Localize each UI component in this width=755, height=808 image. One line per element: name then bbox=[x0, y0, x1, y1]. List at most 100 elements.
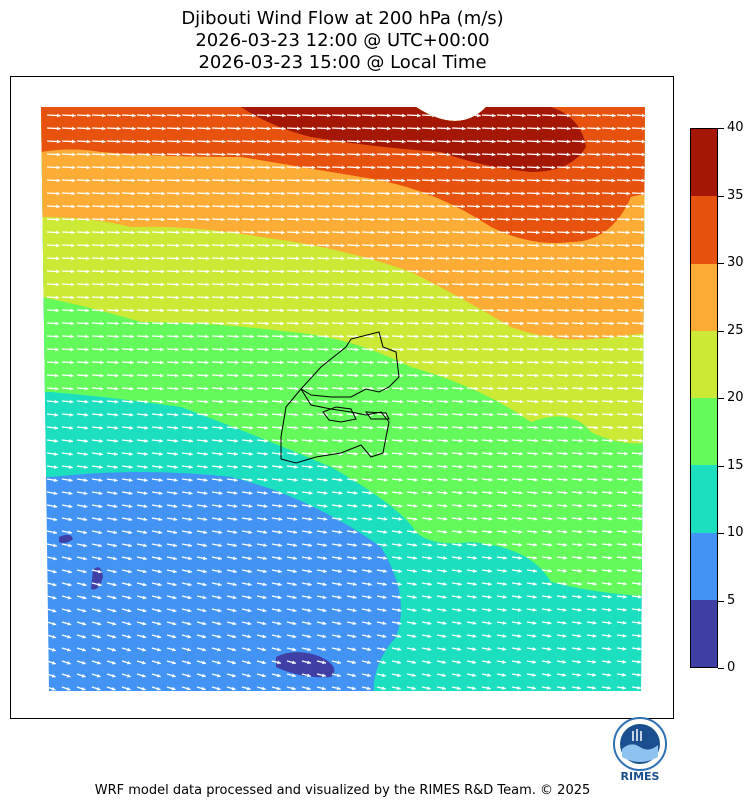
wind-vector-head bbox=[609, 464, 613, 469]
wind-vector-head bbox=[536, 217, 540, 222]
wind-vector-head bbox=[534, 412, 539, 417]
wind-vector-head bbox=[294, 425, 299, 430]
wind-vector-head bbox=[427, 673, 431, 678]
wind-vector-head bbox=[220, 269, 225, 274]
wind-vector-head bbox=[384, 373, 389, 378]
wind-vector-head bbox=[86, 178, 91, 183]
wind-vector-head bbox=[592, 594, 597, 599]
wind-vector-head bbox=[127, 595, 132, 600]
wind-vector-head bbox=[536, 178, 541, 183]
wind-vector-head bbox=[475, 256, 480, 261]
wind-vector-head bbox=[639, 451, 643, 456]
wind-vector-head bbox=[596, 191, 601, 196]
wind-vector-head bbox=[429, 399, 434, 404]
wind-vector-head bbox=[99, 399, 104, 404]
wind-vector-head bbox=[431, 152, 436, 157]
wind-vector-head bbox=[173, 517, 178, 522]
wind-vector-head bbox=[250, 334, 254, 339]
wind-vector-head bbox=[205, 256, 210, 261]
wind-vector-head bbox=[97, 582, 102, 587]
wind-vector-head bbox=[551, 204, 555, 209]
wind-vector-head bbox=[190, 360, 194, 365]
wind-vector-head bbox=[249, 438, 253, 443]
wind-vector-head bbox=[367, 660, 372, 665]
wind-vector-head bbox=[460, 308, 465, 313]
wind-vector-head bbox=[236, 126, 241, 131]
wind-vector-head bbox=[505, 269, 510, 274]
wind-vector-head bbox=[519, 386, 524, 391]
wind-vector-head bbox=[232, 608, 237, 613]
wind-vector-head bbox=[461, 191, 466, 196]
wind-vector-head bbox=[296, 191, 301, 196]
wind-vector-head bbox=[175, 256, 180, 261]
wind-vector-head bbox=[593, 490, 598, 495]
wind-vector-head bbox=[577, 686, 581, 690]
wind-vector-head bbox=[311, 217, 315, 222]
wind-vector-head bbox=[562, 633, 567, 638]
wind-vector-head bbox=[159, 438, 163, 443]
wind-vector-head bbox=[535, 256, 540, 261]
wind-vector-head bbox=[536, 139, 541, 144]
wind-vector-head bbox=[473, 569, 477, 573]
wind-vector-head bbox=[250, 256, 255, 261]
wind-vector-head bbox=[112, 608, 117, 613]
wind-vector-head bbox=[263, 556, 267, 561]
wind-vector-head bbox=[550, 360, 554, 365]
wind-vector-head bbox=[66, 647, 71, 652]
wind-vector-head bbox=[232, 621, 237, 626]
wind-vector-head bbox=[52, 582, 57, 587]
wind-vector-head bbox=[595, 282, 600, 287]
wind-vector-head bbox=[144, 386, 149, 391]
colorbar-tick bbox=[718, 600, 724, 602]
wind-vector-head bbox=[564, 451, 568, 456]
wind-vector-head bbox=[145, 308, 150, 313]
wind-vector-head bbox=[413, 556, 417, 560]
wind-vector-head bbox=[489, 438, 493, 443]
wind-vector-head bbox=[623, 581, 627, 586]
wind-vector-head bbox=[277, 660, 281, 665]
wind-vector-head bbox=[638, 529, 643, 534]
wind-vector-head bbox=[338, 517, 343, 521]
wind-vector-head bbox=[386, 243, 390, 248]
wind-vector-head bbox=[383, 504, 388, 508]
wind-vector-head bbox=[53, 478, 58, 483]
wind-vector-head bbox=[70, 295, 75, 300]
wind-vector-head bbox=[488, 542, 493, 547]
chart-title-line-1: Djibouti Wind Flow at 200 hPa (m/s) bbox=[181, 8, 504, 29]
wind-band-0-5-patch-3 bbox=[59, 534, 73, 543]
wind-vector-head bbox=[173, 543, 177, 548]
wind-vector-head bbox=[142, 595, 147, 600]
wind-vector-head bbox=[249, 451, 253, 456]
wind-vector-head bbox=[533, 503, 538, 508]
wind-vector-head bbox=[625, 282, 630, 287]
wind-vector-head bbox=[519, 399, 524, 404]
wind-vector-head bbox=[517, 608, 522, 612]
wind-vector-head bbox=[56, 126, 61, 131]
wind-vector-head bbox=[131, 165, 136, 170]
wind-vector-head bbox=[579, 425, 584, 430]
wind-vector-head bbox=[521, 230, 525, 235]
wind-vector-head bbox=[264, 465, 268, 469]
wind-vector-head bbox=[291, 686, 296, 691]
wind-vector-head bbox=[202, 647, 207, 652]
wind-vector-head bbox=[81, 686, 86, 691]
wind-vector-head bbox=[579, 399, 584, 404]
wind-vector-head bbox=[368, 517, 373, 521]
wind-vector-head bbox=[474, 412, 479, 417]
wind-vector-head bbox=[220, 334, 224, 339]
wind-vector-head bbox=[611, 191, 616, 196]
wind-vector-head bbox=[596, 217, 600, 222]
colorbar-segment bbox=[691, 532, 717, 600]
wind-vector-head bbox=[550, 347, 554, 352]
wind-vector-head bbox=[102, 113, 106, 118]
wind-vector-head bbox=[594, 412, 599, 417]
wind-vector-head bbox=[172, 569, 177, 574]
wind-vector-head bbox=[367, 582, 372, 587]
wind-vector-head bbox=[69, 425, 74, 430]
wind-vector-head bbox=[639, 464, 643, 469]
wind-vector-head bbox=[592, 646, 597, 651]
wind-vector-head bbox=[279, 373, 284, 378]
wind-vector-head bbox=[158, 543, 162, 548]
wind-vector-head bbox=[293, 543, 298, 548]
wind-vector-head bbox=[383, 556, 387, 560]
